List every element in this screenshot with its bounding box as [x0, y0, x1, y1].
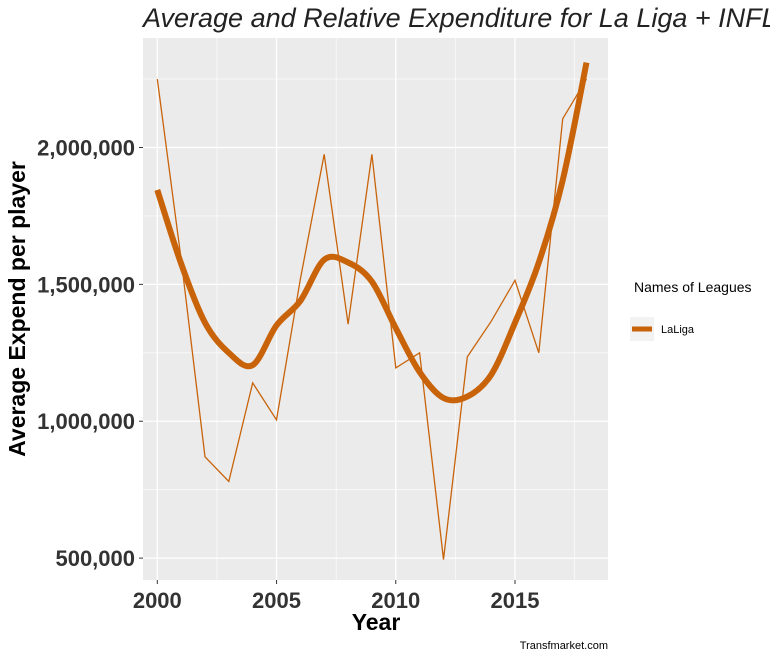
legend-label-laliga: LaLiga [661, 324, 695, 336]
x-tick-label: 2005 [252, 588, 301, 613]
x-axis-title: Year [352, 609, 401, 635]
y-axis-title: Average Expend per player [4, 161, 30, 457]
x-tick-label: 2010 [371, 588, 420, 613]
caption: Transfmarket.com [520, 640, 608, 652]
x-axis: 2000 2005 2010 2015 [133, 580, 540, 613]
y-axis: 500,000 1,000,000 1,500,000 2,000,000 [37, 135, 143, 571]
plot-panel [143, 38, 608, 580]
legend-title: Names of Leagues [634, 279, 752, 295]
legend: Names of Leagues LaLiga [630, 279, 752, 341]
y-tick-label: 500,000 [55, 546, 135, 571]
series-line-laliga-smooth [154, 62, 590, 404]
series-line-laliga-raw [156, 78, 588, 560]
y-tick-label: 2,000,000 [37, 135, 135, 160]
x-tick-label: 2000 [133, 588, 182, 613]
grid-major [143, 38, 608, 580]
y-tick-label: 1,500,000 [37, 272, 135, 297]
x-tick-label: 2015 [491, 588, 540, 613]
chart-title: Average and Relative Expenditure for La … [141, 3, 770, 33]
y-tick-label: 1,000,000 [37, 409, 135, 434]
